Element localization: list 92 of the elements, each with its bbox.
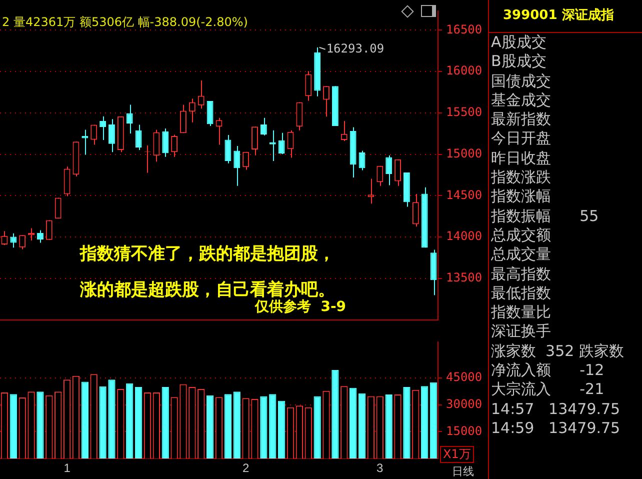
text: 最新指数: [490, 110, 552, 130]
bar: [99, 386, 106, 459]
y-tick-label: 14500: [446, 188, 482, 202]
text: 国债成交: [490, 72, 552, 91]
candlestick: [224, 134, 232, 164]
text: 指数涨幅: [490, 187, 552, 207]
bar: [108, 380, 116, 459]
candlestick: [64, 166, 70, 197]
annotation: 仅供参考 3-9: [255, 298, 346, 316]
candlestick: [376, 165, 384, 186]
candlestick: [100, 116, 106, 141]
candlestick: [386, 154, 392, 186]
bar: [332, 370, 339, 459]
candlestick: [296, 102, 303, 131]
candlestick: [234, 145, 240, 186]
text: 14:57 13479.75: [490, 400, 622, 419]
x-tick-label: 3: [376, 461, 384, 476]
y-tick-label: 30000: [446, 397, 482, 411]
text: 深证换手: [490, 322, 552, 342]
candlestick: [10, 232, 17, 248]
candlestick: [216, 117, 222, 146]
bar: [358, 393, 366, 459]
bar: [233, 392, 240, 459]
candlestick: [252, 126, 258, 156]
text: 指数振幅 55: [490, 206, 600, 226]
text: 指数涨跌: [490, 168, 552, 188]
candlestick: [153, 129, 160, 162]
candlestick: [278, 132, 285, 155]
text: 最高指数: [490, 264, 552, 284]
bar: [224, 394, 232, 459]
bar: [421, 386, 428, 459]
text: 14:59 13479.75: [490, 418, 622, 438]
candlestick: [135, 124, 142, 151]
text: A股成交: [490, 33, 548, 52]
y-tick-label: 15500: [446, 105, 482, 120]
text: 总成交额: [490, 226, 552, 246]
bar: [126, 383, 134, 459]
x-tick-label: 2: [242, 461, 250, 476]
chart-title: 2 量42361万 额5306亿 幅-388.09(-2.80%): [2, 14, 248, 31]
bar: [36, 392, 44, 459]
candlestick: [180, 104, 186, 134]
candlestick: [108, 118, 115, 153]
annotation: 指数猜不准了，跌的都是抱团股，: [80, 243, 335, 265]
bar: [350, 388, 357, 459]
y-tick-label: 14000: [446, 229, 482, 244]
candlestick: [171, 134, 178, 158]
candlestick: [340, 120, 348, 142]
bar: [162, 386, 169, 459]
text: 净流入额 -12: [490, 361, 606, 380]
text: 日线: [452, 465, 474, 478]
text: 399001 深证成指: [489, 0, 642, 33]
bar: [403, 386, 410, 459]
bar: [134, 386, 142, 459]
bar: [385, 394, 392, 459]
text: 总成交量: [490, 245, 552, 265]
candlestick: [242, 151, 250, 170]
candlestick: [368, 178, 374, 204]
text: 大宗流入 -21: [490, 380, 606, 400]
bar: [278, 400, 286, 459]
bar: [430, 382, 438, 459]
y-tick-label: 15000: [446, 424, 482, 438]
text: 今日开盘: [490, 129, 552, 149]
candlestick: [305, 70, 312, 102]
text: 指数量比: [490, 303, 552, 322]
y-tick-label: 45000: [446, 370, 482, 384]
candlestick: [90, 124, 98, 146]
y-tick-label: 13500: [446, 270, 482, 285]
annotation: 涨的都是超跌股，自己看着办吧。: [80, 279, 335, 300]
text: 涨家数 352 跌家数: [490, 342, 625, 362]
candlestick: [126, 104, 133, 134]
x-tick-label: 1: [64, 461, 71, 476]
bar: [314, 396, 321, 459]
candlestick: [412, 194, 419, 227]
bar: [81, 382, 88, 459]
candlestick: [162, 128, 169, 158]
text: 最低指数: [490, 284, 552, 304]
candlestick: [206, 100, 214, 127]
bar: [206, 395, 214, 459]
bar: [10, 394, 17, 459]
y-tick-label: 16500: [446, 22, 482, 36]
text: 昨日收盘: [490, 148, 552, 168]
candlestick: [323, 86, 330, 118]
y-axis-title: X1万: [440, 446, 474, 463]
y-tick-label: 16000: [446, 64, 482, 78]
text: 基金成交: [490, 90, 552, 110]
candlestick: [394, 158, 401, 186]
bar: [269, 394, 276, 459]
bar: [260, 396, 268, 459]
candlestick: [19, 234, 26, 250]
annotation: 16293.09: [326, 41, 384, 56]
text: B股成交: [490, 52, 548, 72]
y-tick-label: 15000: [446, 146, 482, 160]
